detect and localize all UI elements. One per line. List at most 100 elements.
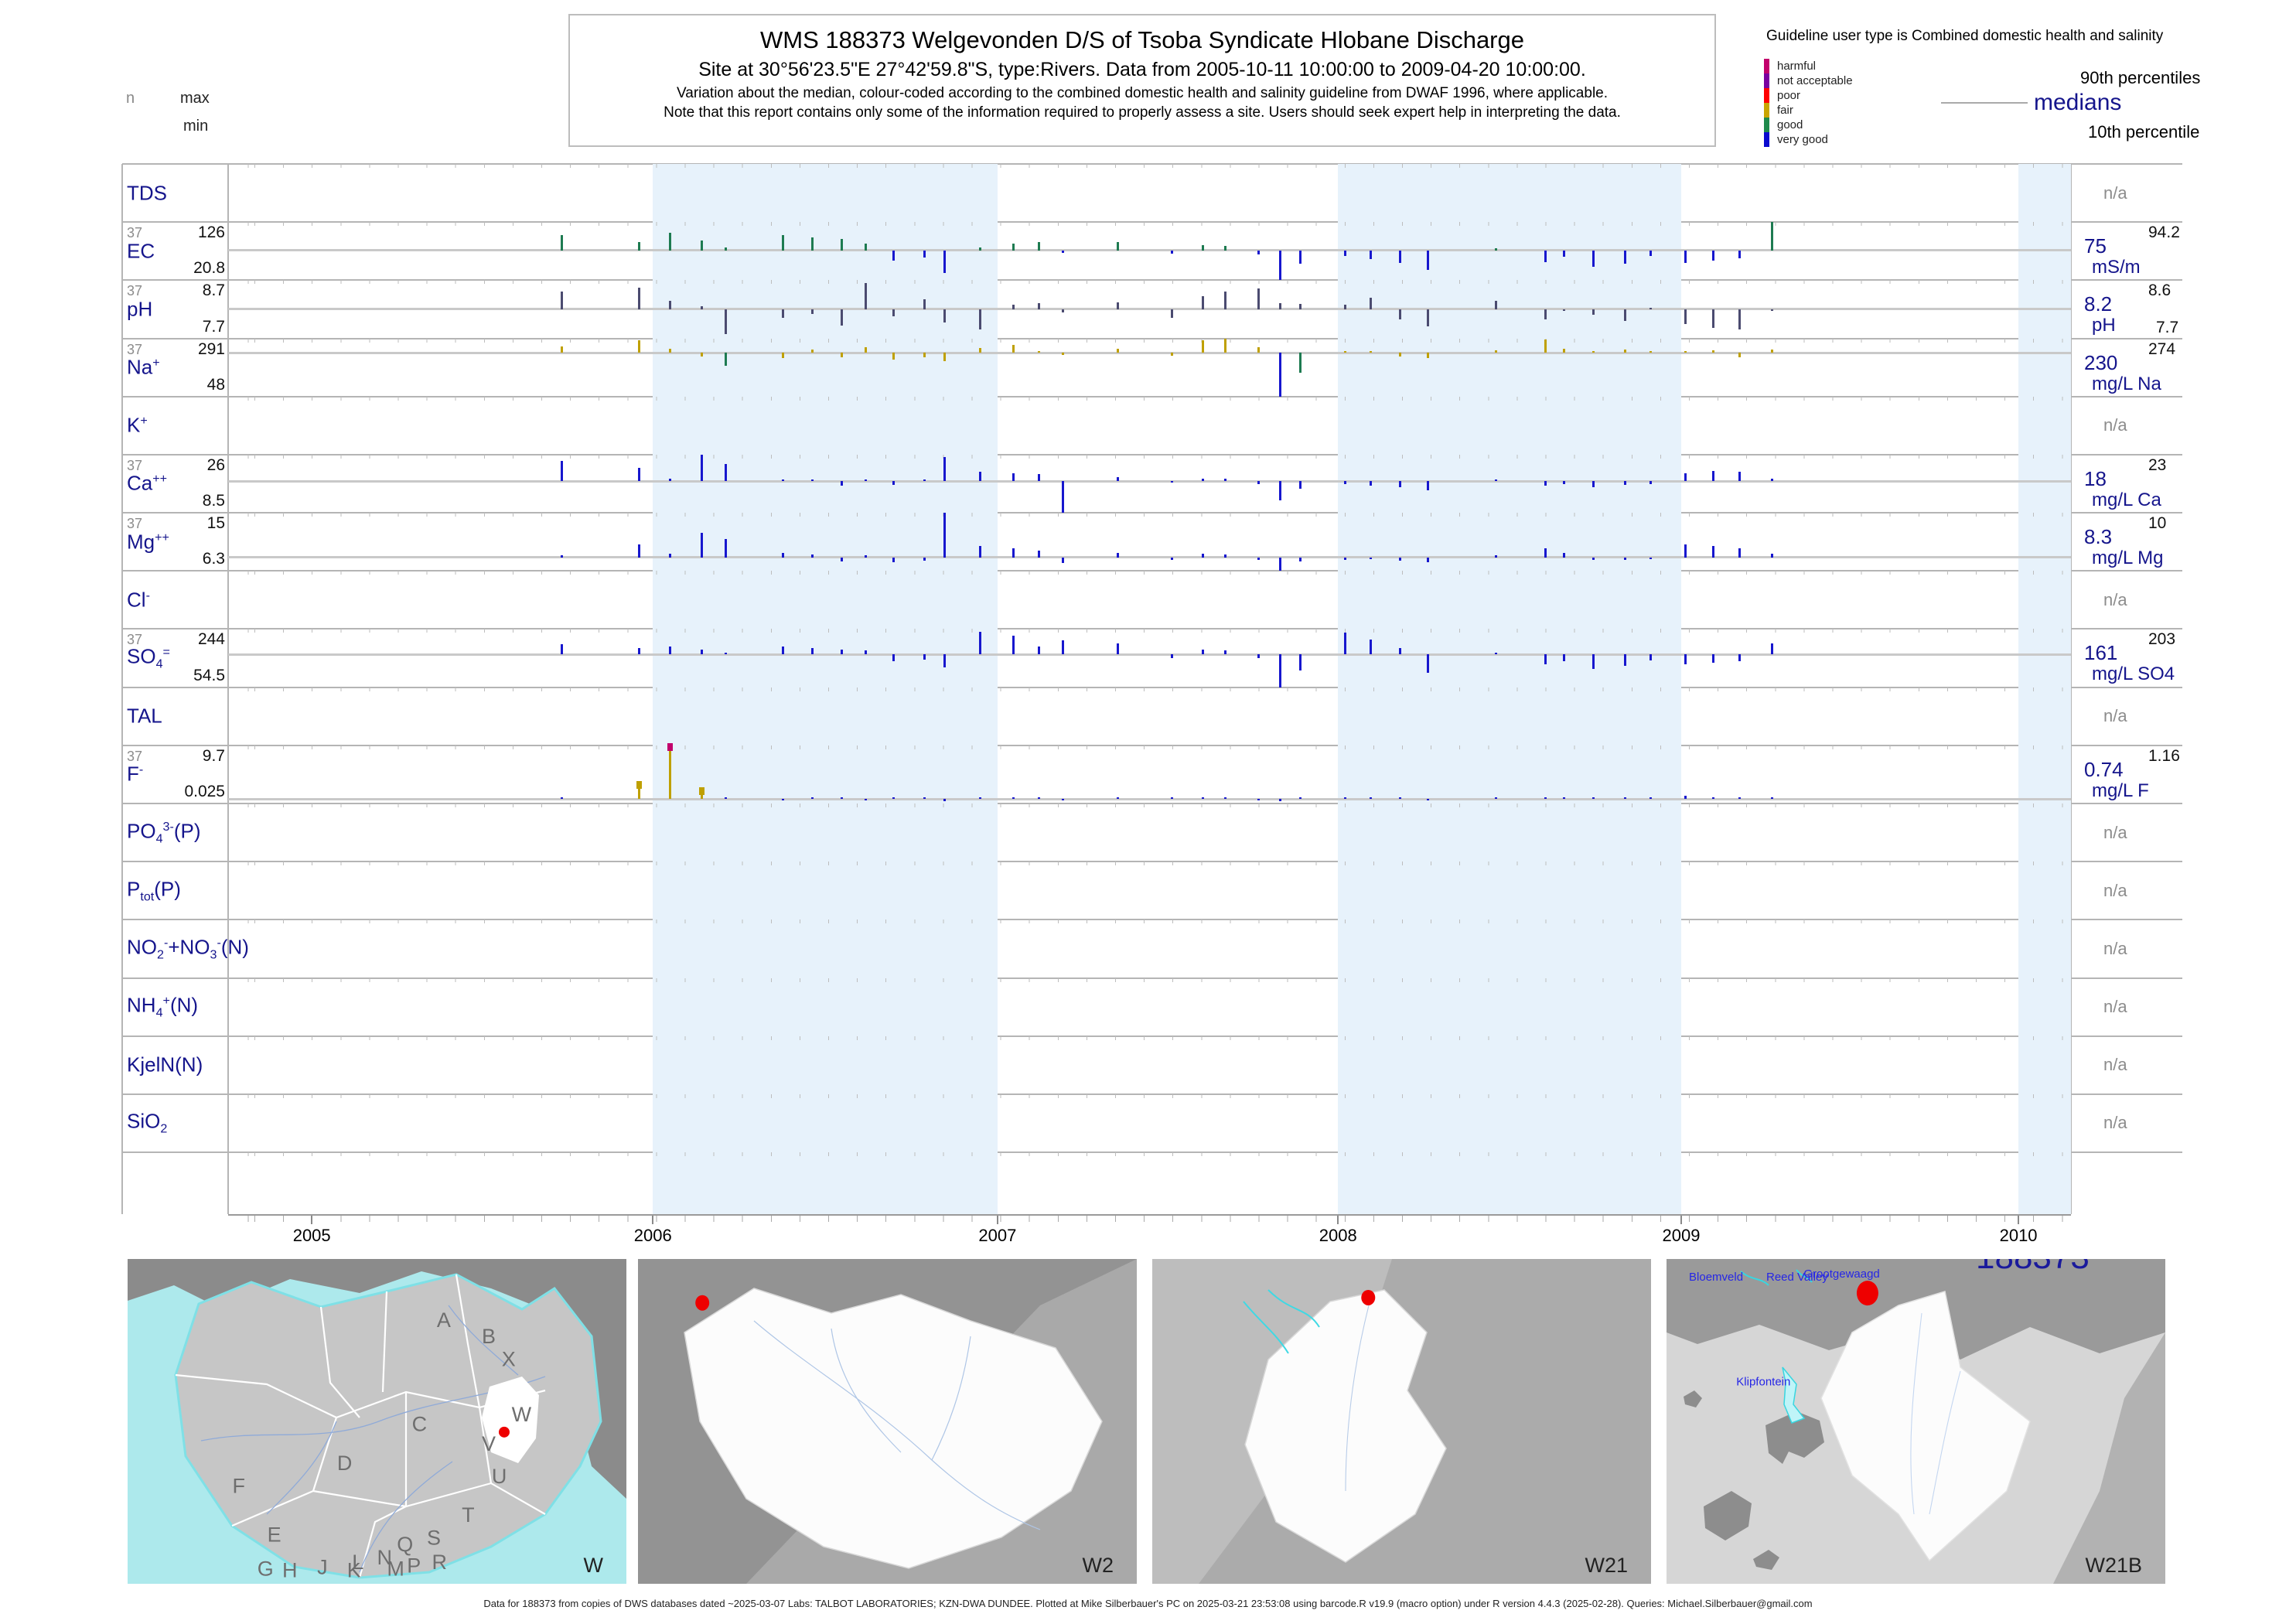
sample-bar — [865, 479, 868, 482]
sample-bar — [1771, 309, 1774, 311]
sample-count: 37 — [127, 341, 143, 357]
not-available-label: n/a — [2103, 589, 2127, 609]
sample-bar — [1650, 557, 1653, 559]
parameter-name: SiO2 — [127, 1109, 168, 1137]
sample-bar — [923, 250, 926, 258]
stats-key-n: n — [126, 90, 135, 107]
row-label-Na: 37 291 48 Na+ — [122, 339, 228, 397]
class-label: very good — [1777, 133, 1828, 146]
sample-bar — [1170, 309, 1173, 319]
sample-bar — [724, 797, 727, 800]
row-plot-KjelN(N) — [228, 1035, 2071, 1094]
sample-bar — [724, 309, 727, 334]
class-label: fair — [1777, 104, 1793, 117]
sample-bar — [1426, 799, 1429, 801]
sample-bar — [841, 309, 844, 326]
report-subtitle: Site at 30°56'23.5"E 27°42'59.8"S, type:… — [698, 59, 1586, 80]
max-value: 126 — [197, 223, 225, 242]
sample-bar — [978, 247, 981, 251]
sample-bar — [1563, 797, 1566, 800]
sample-bar — [1563, 348, 1566, 353]
sample-bar — [1343, 557, 1346, 560]
sample-bar — [1038, 473, 1041, 482]
row-plot-PO4(P) — [228, 803, 2071, 861]
stats-key-max: max — [180, 90, 210, 107]
row-plot-Mg — [228, 513, 2071, 571]
max-value: 26 — [206, 455, 225, 474]
sample-bar — [637, 468, 640, 482]
sample-bar — [700, 649, 703, 655]
row-label-TAL: TAL — [122, 687, 228, 745]
sample-bar — [1563, 654, 1566, 661]
sample-bar — [892, 557, 895, 562]
year-tick — [311, 1216, 313, 1224]
sample-bar — [1299, 304, 1302, 309]
sample-bar — [810, 349, 814, 353]
parameter-name: PO43-(P) — [127, 818, 201, 846]
max-value: 8.7 — [202, 281, 225, 300]
sample-bar — [1257, 346, 1260, 353]
month-ticks — [228, 861, 2071, 866]
month-ticks — [228, 803, 2071, 807]
sample-bar — [1038, 242, 1041, 251]
sample-bar — [1426, 481, 1429, 491]
row-label-pH: 37 8.7 7.7 pH — [122, 280, 228, 338]
sample-bar — [1399, 481, 1402, 488]
table-left-border — [121, 164, 123, 1214]
parameter-name: KjelN(N) — [127, 1053, 203, 1076]
sample-bar — [1650, 351, 1653, 353]
sample-bar — [1684, 309, 1687, 324]
row-label-K: K+ — [122, 397, 228, 455]
sample-bar — [1495, 300, 1497, 309]
sample-bar — [1684, 654, 1687, 665]
clipped-site-number: 188373 — [1976, 1259, 2090, 1276]
sample-count: 37 — [127, 748, 143, 764]
sample-bar — [1712, 470, 1715, 482]
sample-bar — [637, 340, 640, 353]
sample-bar — [637, 287, 640, 309]
sample-bar — [1684, 473, 1687, 482]
sample-bar — [1117, 302, 1120, 309]
sample-bar-tip — [667, 742, 674, 751]
month-ticks — [228, 280, 2071, 285]
month-ticks — [228, 919, 2071, 924]
row-stats-EC: 75 mS/m 94.2 — [2082, 222, 2292, 280]
parameter-name: NH4+(N) — [127, 993, 199, 1020]
catchment-w21b — [1820, 1291, 2031, 1562]
class-label: not acceptable — [1777, 74, 1853, 87]
w2-map: W2 — [638, 1259, 1137, 1584]
sample-bar — [1299, 250, 1302, 264]
sample-count: 37 — [127, 516, 143, 532]
class-color-swatch — [1764, 132, 1769, 147]
sample-bar — [781, 353, 784, 359]
sample-bar — [1117, 553, 1120, 558]
panel-code-W21: W21 — [1585, 1554, 1628, 1577]
unit-label: mg/L SO4 — [2092, 664, 2175, 685]
sample-bar — [865, 243, 868, 251]
guideline-class-item: very good — [1764, 132, 1853, 147]
p90-value: 94.2 — [2148, 223, 2180, 242]
timeseries-plot-area — [228, 164, 2071, 1214]
catchment-w21 — [1244, 1289, 1447, 1563]
sample-bar — [810, 479, 814, 482]
sample-bar — [1623, 309, 1626, 321]
catchment-w2 — [684, 1288, 1103, 1569]
sample-bar — [1061, 640, 1064, 655]
sample-bar — [1170, 797, 1173, 800]
month-ticks — [228, 454, 2071, 459]
sample-bar — [1544, 548, 1547, 558]
sample-bar — [1343, 305, 1346, 309]
streams — [1740, 1269, 1813, 1286]
median-line — [228, 479, 2071, 483]
row-plot-NO2+NO3(N) — [228, 919, 2071, 977]
row-plot-EC — [228, 222, 2071, 281]
sample-bar — [1223, 650, 1226, 655]
month-ticks — [228, 1152, 2071, 1157]
parameter-name: SO4= — [127, 644, 170, 671]
sample-bar — [1563, 250, 1566, 258]
sample-bar — [1223, 339, 1226, 353]
row-plot-F — [228, 742, 2071, 803]
row-label-Ca: 37 26 8.5 Ca++ — [122, 455, 228, 513]
panel-code-W2: W2 — [1083, 1554, 1114, 1577]
